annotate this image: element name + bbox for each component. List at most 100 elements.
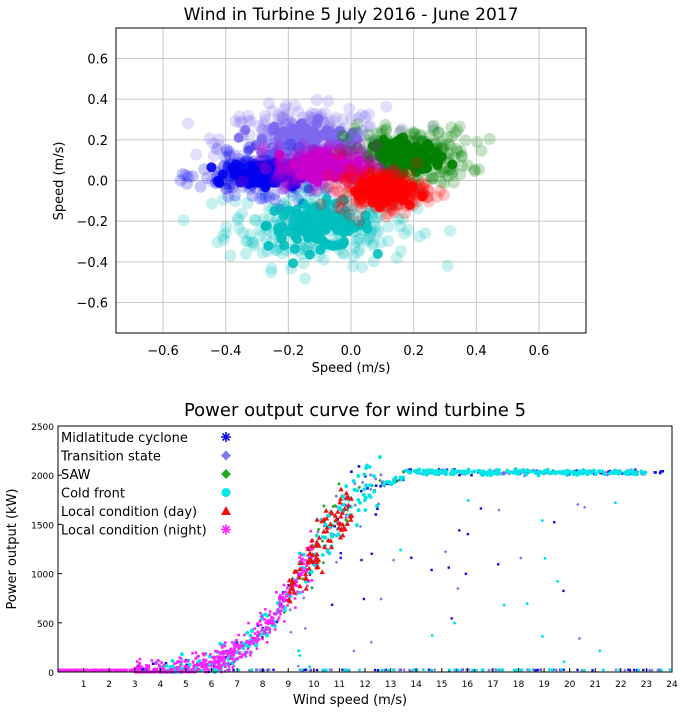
chart2-point	[314, 533, 319, 538]
chart1-point	[256, 134, 267, 144]
chart1-point	[445, 130, 458, 143]
chart2-point	[300, 557, 303, 561]
chart1-point	[353, 215, 366, 228]
chart1-point	[359, 110, 371, 123]
chart2-point	[453, 621, 457, 625]
chart1-point	[220, 145, 233, 158]
chart1-point	[283, 226, 294, 237]
chart1-point	[229, 115, 242, 128]
chart2-point	[593, 472, 598, 477]
chart2-point	[268, 631, 272, 634]
chart1-point	[276, 109, 289, 122]
chart2-x-tick-label: 22	[615, 680, 626, 690]
chart1-point	[304, 249, 315, 260]
chart1-y-tick-label: 0.4	[87, 93, 108, 108]
chart2-point	[525, 602, 529, 606]
chart1-point	[244, 140, 257, 153]
chart1-point	[244, 115, 257, 128]
chart1-x-tick-label: 0.2	[403, 344, 424, 359]
chart1-point	[380, 122, 393, 135]
chart2-point	[236, 657, 240, 660]
chart2-point	[654, 471, 657, 474]
chart1-point	[339, 195, 350, 206]
chart2-point	[117, 668, 120, 672]
chart1-point	[415, 149, 426, 159]
chart1-point	[303, 185, 316, 197]
chart2-point	[391, 668, 395, 672]
chart2-point	[239, 641, 243, 644]
chart2-point	[238, 655, 242, 659]
chart1-point	[269, 193, 281, 206]
chart1-point	[338, 238, 349, 249]
chart1-point	[332, 186, 345, 198]
chart1-point	[257, 118, 270, 131]
chart2-point	[80, 668, 84, 672]
chart1-point	[379, 118, 392, 131]
chart1-point	[453, 120, 466, 133]
chart1-point	[327, 186, 340, 199]
chart1-point	[241, 197, 254, 210]
chart2-x-tick-label: 17	[487, 680, 498, 690]
chart2-point	[309, 529, 313, 533]
chart2-point	[458, 473, 461, 477]
chart1-point	[247, 237, 260, 250]
chart2-point	[178, 660, 181, 664]
chart1-point	[274, 149, 285, 160]
chart2-x-tick-label: 8	[260, 680, 266, 690]
chart1-point	[218, 159, 231, 172]
chart1-point	[307, 184, 320, 197]
chart2-point	[366, 487, 369, 490]
chart2-point	[476, 468, 481, 473]
chart1-point	[422, 138, 433, 149]
chart2-point	[186, 659, 189, 663]
chart1-point	[456, 159, 469, 172]
chart2-point	[237, 668, 241, 672]
chart1-point	[330, 183, 343, 196]
chart2-x-tick-label: 6	[209, 680, 215, 690]
chart1-point	[190, 148, 203, 161]
chart1-y-tick-label: 0.2	[87, 134, 108, 149]
chart1-point	[310, 94, 323, 106]
chart1-point	[276, 111, 289, 124]
chart2-point	[226, 662, 230, 665]
chart2-point	[491, 471, 496, 476]
chart1-point	[366, 239, 379, 252]
chart1-point	[201, 172, 214, 185]
chart1-point	[446, 168, 459, 181]
chart1-point	[441, 131, 454, 144]
chart2-point	[300, 668, 304, 672]
chart2-point	[430, 633, 434, 637]
chart1-point	[242, 115, 255, 128]
chart1-point	[284, 138, 297, 151]
chart2-point	[232, 668, 235, 672]
chart2-point	[215, 650, 219, 653]
chart1-x-tick-label: 0.4	[466, 344, 487, 359]
chart2-point	[362, 487, 367, 492]
chart2-point	[458, 529, 461, 532]
chart1-point	[210, 143, 223, 155]
chart2-point	[471, 668, 474, 672]
chart1-point	[417, 181, 430, 194]
chart2-point	[374, 513, 378, 516]
chart2-point	[552, 470, 557, 475]
chart2-point	[525, 468, 530, 473]
chart2-point	[502, 603, 506, 607]
chart1-point	[348, 241, 361, 254]
chart1-point	[328, 240, 339, 251]
chart1-point	[417, 191, 428, 202]
chart1-point	[326, 114, 339, 127]
chart1-point	[351, 160, 362, 171]
chart2-x-tick-label: 1	[81, 680, 87, 690]
chart1-point	[232, 211, 245, 224]
chart1-point	[181, 117, 194, 130]
chart2-point	[255, 647, 259, 650]
chart2-point	[556, 579, 559, 583]
chart1-point	[284, 135, 295, 146]
chart2-point	[308, 665, 312, 669]
chart2-point	[138, 668, 141, 671]
chart1-point	[272, 109, 285, 122]
chart2-point	[557, 470, 562, 475]
chart1-point	[346, 147, 359, 160]
chart1-point	[273, 166, 286, 179]
